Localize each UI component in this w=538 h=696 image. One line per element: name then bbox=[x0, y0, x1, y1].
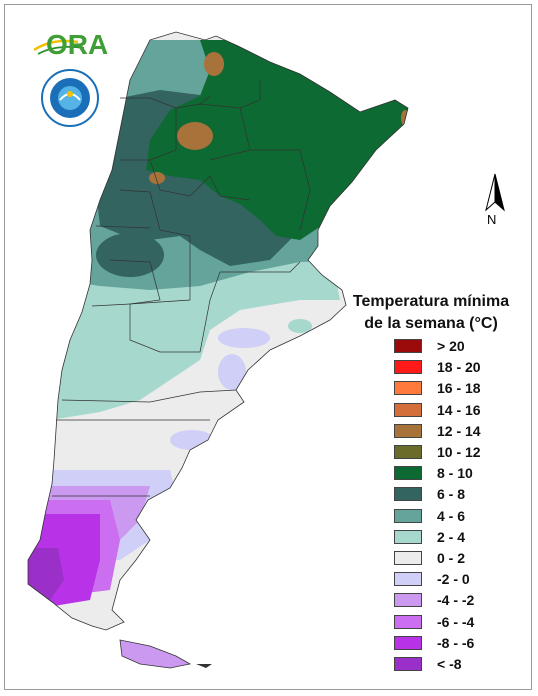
ora-logo-text: ORA bbox=[46, 29, 109, 60]
legend-label: 14 - 16 bbox=[437, 401, 481, 418]
legend-label: 6 - 8 bbox=[437, 486, 466, 503]
legend-label: -2 - 0 bbox=[437, 571, 470, 588]
legend-item: -2 - 0 bbox=[394, 569, 524, 589]
legend-item: 4 - 6 bbox=[394, 506, 524, 526]
legend-swatch bbox=[394, 360, 422, 375]
legend-label: -6 - -4 bbox=[437, 613, 475, 630]
smn-seal-icon bbox=[40, 68, 100, 128]
legend-swatch bbox=[394, 466, 422, 481]
legend-label: 16 - 18 bbox=[437, 380, 481, 397]
legend-swatch bbox=[394, 508, 422, 523]
legend-label: 4 - 6 bbox=[437, 507, 466, 524]
legend-label: 12 - 14 bbox=[437, 422, 481, 439]
legend-label: 2 - 4 bbox=[437, 528, 466, 545]
north-letter: N bbox=[487, 212, 497, 227]
legend-swatch bbox=[394, 614, 422, 629]
legend-swatch bbox=[394, 402, 422, 417]
legend-label: 18 - 20 bbox=[437, 359, 481, 376]
legend-label: -8 - -6 bbox=[437, 634, 475, 651]
tierra-del-fuego bbox=[119, 639, 192, 669]
legend-item: -6 - -4 bbox=[394, 612, 524, 632]
legend-title-line2: de la semana (°C) bbox=[364, 315, 498, 332]
legend-item: -8 - -6 bbox=[394, 633, 524, 653]
legend-swatch bbox=[394, 551, 422, 565]
legend-swatch bbox=[394, 487, 422, 502]
legend-label: 10 - 12 bbox=[437, 444, 481, 460]
legend-item: 8 - 10 bbox=[394, 463, 524, 483]
legend-item: 0 - 2 bbox=[394, 548, 524, 568]
country-outline bbox=[27, 31, 409, 631]
legend-label: < -8 bbox=[437, 656, 462, 672]
ora-logo: ORA bbox=[32, 28, 108, 62]
legend-label: 0 - 2 bbox=[437, 550, 466, 566]
legend-item: 10 - 12 bbox=[394, 442, 524, 462]
legend-swatch bbox=[394, 339, 422, 353]
legend-item: < -8 bbox=[394, 654, 524, 674]
ora-swoosh-icon bbox=[33, 39, 85, 55]
legend-item: > 20 bbox=[394, 336, 524, 356]
legend-swatch bbox=[394, 423, 422, 438]
legend-item: 2 - 4 bbox=[394, 527, 524, 547]
legend-swatch bbox=[394, 381, 422, 396]
legend-label: > 20 bbox=[437, 338, 465, 354]
legend-label: 8 - 10 bbox=[437, 465, 473, 482]
legend-item: 6 - 8 bbox=[394, 484, 524, 504]
north-arrow-icon bbox=[480, 172, 510, 230]
legend-swatch bbox=[394, 529, 422, 544]
province-borders bbox=[52, 80, 311, 497]
legend-title: Temperatura mínima de la semana (°C) bbox=[338, 291, 524, 335]
legend-title-line1: Temperatura mínima bbox=[352, 293, 510, 310]
legend-label: -4 - -2 bbox=[437, 592, 475, 609]
legend-swatch bbox=[394, 445, 422, 459]
legend-swatch bbox=[394, 657, 422, 671]
legend-item: 14 - 16 bbox=[394, 400, 524, 420]
legend-swatch bbox=[394, 572, 422, 587]
legend-item: 16 - 18 bbox=[394, 378, 524, 398]
legend-item: 12 - 14 bbox=[394, 421, 524, 441]
legend-item: 18 - 20 bbox=[394, 357, 524, 377]
legend-swatch bbox=[394, 593, 422, 608]
legend-item: -4 - -2 bbox=[394, 590, 524, 610]
legend-swatch bbox=[394, 635, 422, 650]
